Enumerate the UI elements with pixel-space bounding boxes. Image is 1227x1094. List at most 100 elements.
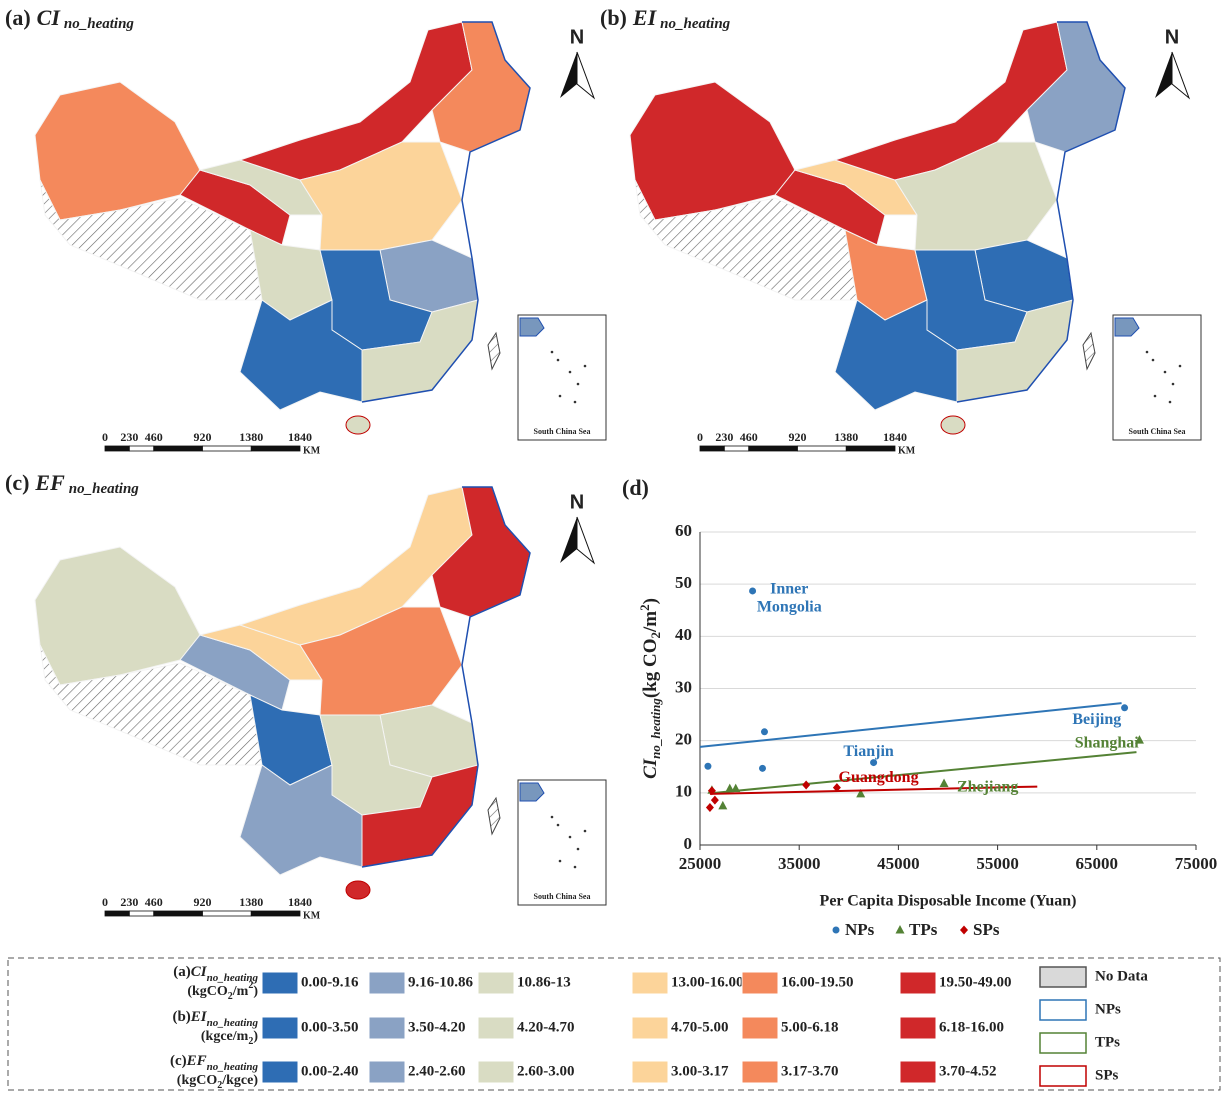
legend-swatch	[368, 1060, 406, 1084]
x-tick-label: 75000	[1175, 854, 1218, 873]
x-tick-label: 55000	[976, 854, 1019, 873]
scale-segment	[128, 445, 155, 452]
legend-swatch	[899, 971, 937, 995]
legend-row-unit-part: 2	[228, 991, 233, 1002]
legend-swatch	[741, 971, 779, 995]
legend-row-unit-part: 2	[248, 980, 253, 991]
legend-class-label: 5.00-6.18	[781, 1019, 839, 1035]
legend-marker	[832, 926, 840, 934]
north-arrow	[576, 516, 596, 565]
annotation-line: Guangdong	[839, 769, 919, 786]
scale-label: 230	[715, 430, 733, 444]
data-point	[749, 587, 757, 595]
panel-title-part: (b)	[600, 5, 627, 30]
legend-swatch	[899, 1016, 937, 1040]
y-axis-label-part: 2	[637, 604, 652, 611]
data-point	[718, 800, 728, 810]
legend-row-unit-part: )	[253, 984, 258, 999]
legend-row-unit-part: 2	[248, 1036, 253, 1047]
scale-segment	[250, 910, 301, 917]
scale-label: 0	[102, 895, 108, 909]
legend-class-label: 13.00-16.00	[671, 974, 744, 990]
legend-swatch	[1039, 1065, 1087, 1087]
inset-land	[519, 317, 545, 337]
trend-line	[709, 785, 1038, 795]
legend-swatch	[631, 1016, 669, 1040]
inset-island	[1163, 370, 1167, 374]
legend-class-label: 0.00-3.50	[301, 1019, 359, 1035]
panel-title-part: no_heating	[660, 16, 731, 32]
legend-row-unit-part: /kgce)	[221, 1073, 258, 1088]
legend-row-unit: (kgce/m2)	[201, 1029, 258, 1047]
annotation-line: Tianjin	[843, 743, 894, 760]
province-region	[894, 141, 1058, 251]
annotation: Inner Mongolia	[757, 580, 822, 615]
y-axis-label: CIno_heating(kg CO2/m2)	[637, 598, 663, 779]
scale-segment	[153, 910, 203, 917]
x-tick-label: 65000	[1076, 854, 1119, 873]
scale-label: 460	[145, 430, 163, 444]
y-axis-label-part: CI	[640, 758, 661, 779]
scale-label: 920	[194, 430, 212, 444]
annotation: Beijing	[1072, 710, 1121, 727]
inset-island	[576, 382, 580, 386]
legend-box	[7, 957, 1221, 1091]
panel-title-part: no_heating	[64, 16, 135, 32]
hainan	[345, 415, 371, 435]
data-point	[1134, 735, 1144, 744]
legend-row-title-part: (b)	[172, 1009, 190, 1025]
annotation-line: Beijing	[1072, 710, 1121, 727]
x-tick-label: 35000	[778, 854, 821, 873]
legend-other-label: SPs	[1095, 1067, 1119, 1083]
legend-row-unit-part: )	[253, 1029, 258, 1044]
map-panel: (b) EI no_heating N South China Sea 0 230 460 92…	[600, 5, 1202, 456]
legend-class-label: 2.40-2.60	[408, 1063, 466, 1079]
map-panel: (a) CI no_heating N South China Sea 0 230 460 92…	[5, 5, 607, 456]
legend-row-title-part: no_heating	[207, 1017, 259, 1029]
inset-island	[556, 358, 560, 362]
inset-island	[568, 835, 572, 839]
data-point	[710, 795, 719, 805]
legend-class-label: 10.86-13	[517, 974, 571, 990]
coastline	[956, 21, 1126, 403]
data-point	[705, 802, 714, 812]
hainan	[940, 415, 966, 435]
scale-label: 1380	[239, 895, 263, 909]
province-region	[299, 606, 463, 716]
inset-island	[550, 350, 554, 354]
north-label: N	[570, 491, 584, 513]
legend-class-label: 9.16-10.86	[408, 974, 473, 990]
legend-other-label: No Data	[1095, 968, 1148, 984]
scale-unit: KM	[303, 445, 321, 456]
inset-island	[568, 370, 572, 374]
annotation-line: Zhejiang	[957, 778, 1018, 795]
scale-label: 0	[102, 430, 108, 444]
legend-row-unit-part: (kgCO	[177, 1073, 218, 1088]
panel-title-part: (c)	[5, 470, 29, 495]
legend-swatch	[631, 971, 669, 995]
hainan	[345, 880, 371, 900]
data-point	[870, 759, 878, 767]
legend-class-label: 0.00-2.40	[301, 1063, 359, 1079]
annotation: Zhejiang	[957, 778, 1018, 795]
scale-label: 230	[120, 430, 138, 444]
legend-row-unit-part: 2	[217, 1080, 222, 1091]
legend-swatch	[1039, 1032, 1087, 1054]
legend-swatch	[477, 1016, 515, 1040]
panel-title-part: EF	[34, 470, 65, 495]
legend-row-title: (c)EFno_heating	[170, 1053, 259, 1072]
legend-swatch	[261, 1060, 299, 1084]
scale-label: 0	[697, 430, 703, 444]
legend-swatch	[1039, 999, 1087, 1021]
scale-label: 1380	[834, 430, 858, 444]
province-region	[239, 299, 363, 411]
legend-swatch	[631, 1060, 669, 1084]
scale-label: 230	[120, 895, 138, 909]
inset-island	[558, 859, 562, 863]
legend-row-title: (a)CIno_heating	[173, 964, 258, 983]
y-tick-label: 10	[675, 782, 692, 801]
annotation-line: Mongolia	[757, 598, 822, 615]
taiwan	[487, 796, 501, 836]
y-tick-label: 30	[675, 677, 692, 696]
legend-row-title-part: no_heating	[207, 1061, 259, 1073]
